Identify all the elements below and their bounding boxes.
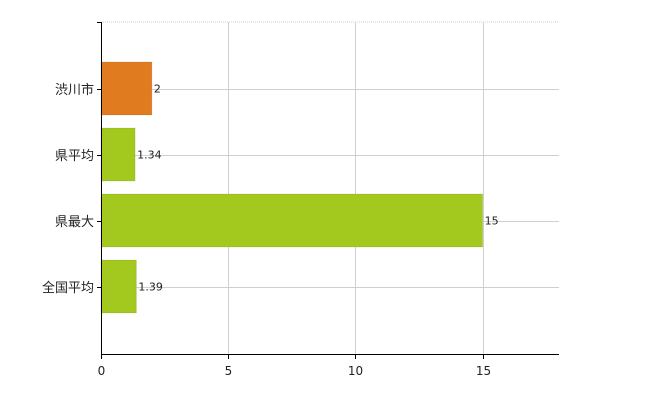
bars — [100, 61, 484, 314]
bar — [100, 193, 484, 248]
category-label: 全国平均 — [42, 280, 94, 296]
x-tick-label: 15 — [476, 364, 491, 378]
data-label: 1.34 — [137, 149, 162, 162]
x-tick-label: 10 — [348, 364, 363, 378]
category-label: 県最大 — [55, 215, 94, 230]
bar — [100, 259, 137, 314]
bar — [100, 127, 136, 182]
grid-lines — [101, 21, 559, 354]
axes — [97, 22, 559, 359]
data-label: 15 — [485, 215, 499, 228]
x-tick-label: 5 — [225, 364, 233, 378]
bar — [100, 61, 153, 116]
x-tick-label: 0 — [98, 364, 106, 378]
data-label: 1.39 — [138, 281, 163, 294]
category-label: 渋川市 — [55, 82, 94, 98]
category-label: 県平均 — [55, 149, 94, 164]
data-label: 2 — [154, 83, 161, 96]
